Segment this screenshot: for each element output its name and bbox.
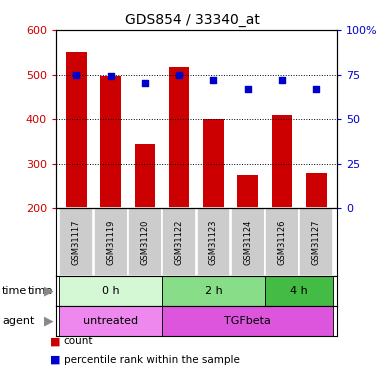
Text: GSM31127: GSM31127 [312, 219, 321, 265]
Text: TGFbeta: TGFbeta [224, 316, 271, 326]
Bar [135, 144, 155, 297]
Point [142, 81, 148, 87]
Text: 0 h: 0 h [102, 286, 119, 296]
Point [313, 86, 320, 92]
Bar [238, 175, 258, 297]
Bar [231, 208, 265, 276]
Text: GSM31119: GSM31119 [106, 219, 115, 265]
Point [73, 72, 79, 78]
Text: ▶: ▶ [44, 284, 54, 297]
Bar [265, 276, 333, 306]
Text: GSM31122: GSM31122 [175, 219, 184, 265]
Text: count: count [64, 336, 93, 346]
Text: untreated: untreated [83, 316, 138, 326]
Bar [162, 208, 196, 276]
Bar [162, 306, 333, 336]
Text: time: time [28, 286, 53, 296]
Text: GDS854 / 33340_at: GDS854 / 33340_at [125, 13, 260, 27]
Bar [100, 76, 121, 297]
Bar [128, 208, 162, 276]
Text: GSM31124: GSM31124 [243, 219, 252, 265]
Bar [94, 208, 128, 276]
Text: GSM31117: GSM31117 [72, 219, 81, 265]
Bar [59, 276, 162, 306]
Bar [196, 208, 231, 276]
Text: ■: ■ [50, 355, 60, 365]
Point [176, 72, 182, 78]
Bar [203, 119, 224, 297]
Text: percentile rank within the sample: percentile rank within the sample [64, 355, 239, 365]
Text: ■: ■ [50, 336, 60, 346]
Point [245, 86, 251, 92]
Bar [306, 172, 326, 297]
Bar [59, 306, 162, 336]
Text: agent: agent [2, 316, 34, 326]
Bar [162, 276, 265, 306]
Text: GSM31126: GSM31126 [278, 219, 286, 265]
Text: time: time [2, 286, 27, 296]
Text: ▶: ▶ [44, 314, 54, 327]
Bar [265, 208, 299, 276]
Point [211, 77, 217, 83]
Point [279, 77, 285, 83]
Bar [272, 115, 292, 297]
Text: GSM31123: GSM31123 [209, 219, 218, 265]
Bar [66, 52, 87, 297]
Bar [169, 66, 189, 297]
Text: 2 h: 2 h [204, 286, 223, 296]
Text: GSM31120: GSM31120 [141, 219, 149, 265]
Bar [300, 208, 333, 276]
Text: 4 h: 4 h [290, 286, 308, 296]
Point [107, 74, 114, 80]
Bar [59, 208, 93, 276]
